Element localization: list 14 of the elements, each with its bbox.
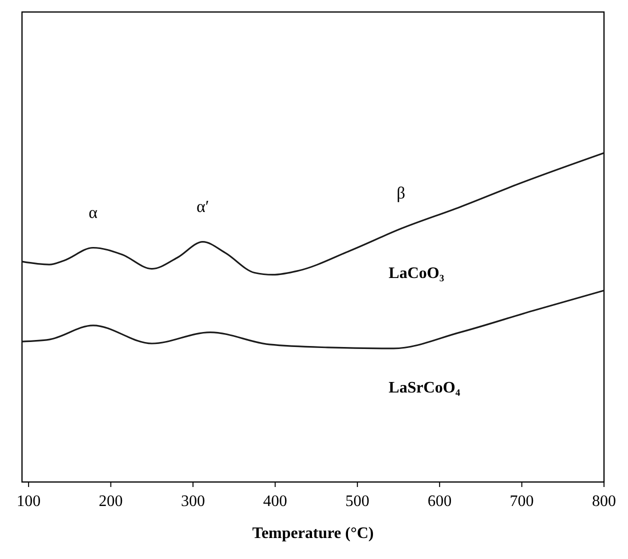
- x-tick-label: 600: [428, 493, 452, 510]
- annotation: β: [396, 184, 406, 203]
- x-tick-label: 200: [98, 493, 123, 510]
- annotation: α: [88, 202, 98, 222]
- x-tick-label: 500: [345, 493, 370, 510]
- x-tick-label: 800: [592, 493, 616, 510]
- series-label: LaCoO₃: [388, 264, 444, 282]
- x-tick-label: 700: [510, 493, 534, 510]
- x-axis-title: Temperature (°C): [252, 525, 374, 542]
- x-tick-label: 100: [16, 493, 41, 510]
- x-tick-label: 400: [263, 493, 288, 510]
- x-tick-label: 300: [180, 493, 205, 510]
- series-label: LaSrCoO₄: [388, 379, 460, 396]
- annotation: α′: [196, 196, 210, 216]
